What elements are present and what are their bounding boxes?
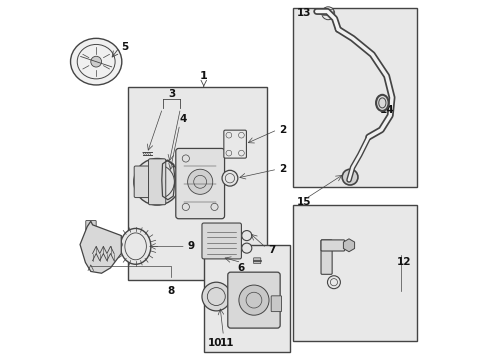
- Circle shape: [242, 230, 252, 240]
- Bar: [294, 205, 417, 341]
- Circle shape: [202, 282, 231, 311]
- Circle shape: [134, 158, 180, 205]
- Bar: [128, 87, 267, 280]
- Bar: [323, 9, 333, 15]
- Bar: [294, 8, 417, 187]
- Text: 5: 5: [122, 42, 128, 52]
- Circle shape: [149, 174, 165, 190]
- Bar: [204, 244, 290, 352]
- Text: 9: 9: [188, 241, 195, 251]
- Text: 6: 6: [238, 263, 245, 273]
- Circle shape: [242, 243, 252, 253]
- Circle shape: [239, 285, 269, 315]
- Ellipse shape: [125, 233, 147, 260]
- Circle shape: [188, 169, 213, 194]
- Ellipse shape: [376, 95, 389, 111]
- FancyBboxPatch shape: [271, 296, 282, 312]
- Text: 7: 7: [269, 245, 276, 255]
- Text: 8: 8: [168, 286, 175, 296]
- Text: 10: 10: [207, 338, 222, 348]
- Circle shape: [327, 276, 341, 289]
- FancyBboxPatch shape: [176, 148, 224, 219]
- Ellipse shape: [121, 228, 151, 264]
- Circle shape: [322, 7, 335, 20]
- Circle shape: [342, 169, 358, 185]
- FancyBboxPatch shape: [148, 159, 166, 205]
- Ellipse shape: [91, 56, 101, 67]
- Text: 2: 2: [279, 164, 286, 174]
- Text: 13: 13: [297, 8, 312, 18]
- Circle shape: [222, 170, 238, 186]
- Text: 15: 15: [297, 197, 312, 207]
- FancyBboxPatch shape: [254, 258, 261, 264]
- FancyBboxPatch shape: [321, 240, 344, 251]
- Text: 1: 1: [200, 71, 208, 81]
- Text: 2: 2: [279, 125, 286, 135]
- FancyBboxPatch shape: [224, 130, 246, 158]
- Text: 11: 11: [220, 338, 234, 348]
- Text: 12: 12: [397, 257, 412, 267]
- Text: 14: 14: [379, 105, 394, 115]
- FancyBboxPatch shape: [202, 223, 242, 259]
- Ellipse shape: [71, 39, 122, 85]
- FancyBboxPatch shape: [228, 272, 280, 328]
- Text: 4: 4: [180, 114, 187, 124]
- Polygon shape: [80, 221, 122, 273]
- Text: 3: 3: [168, 89, 175, 99]
- FancyBboxPatch shape: [134, 166, 149, 198]
- FancyBboxPatch shape: [86, 221, 96, 233]
- FancyBboxPatch shape: [321, 240, 332, 274]
